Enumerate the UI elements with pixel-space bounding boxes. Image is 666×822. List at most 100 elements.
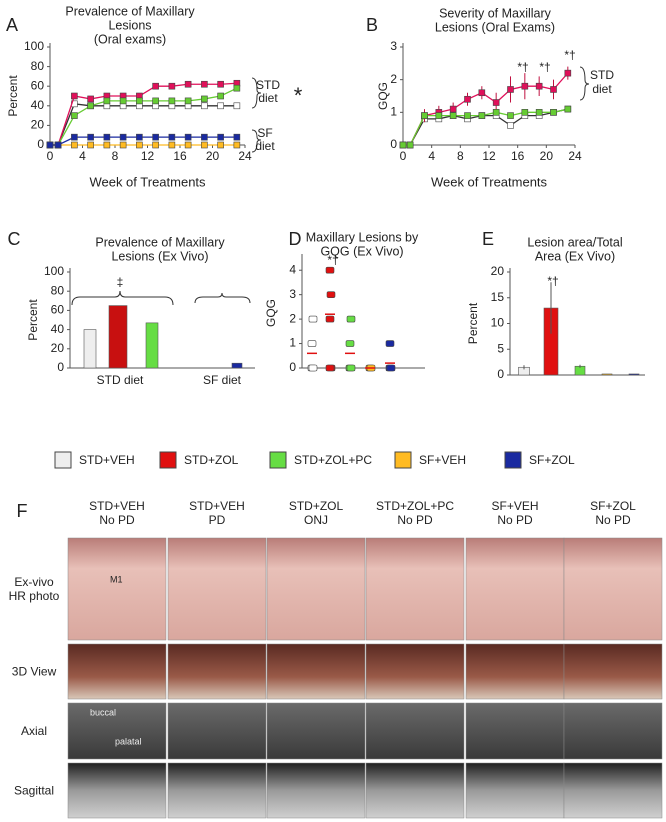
- y-tick-label: 20: [51, 341, 65, 355]
- brace: [71, 290, 174, 306]
- y-tick-label: 40: [51, 322, 65, 336]
- legend-swatch: [54, 451, 72, 469]
- x-axis-label: Week of Treatments: [431, 174, 548, 189]
- marker: [535, 109, 543, 116]
- x-tick-label: 4: [428, 149, 435, 163]
- image-tile: [465, 537, 565, 641]
- y-tick-label: 100: [44, 264, 64, 278]
- marker: [71, 133, 78, 141]
- x-tick-label: 4: [79, 149, 86, 163]
- column-header: SF+ZOL: [590, 499, 636, 513]
- marker: [449, 105, 457, 113]
- y-axis-label: Percent: [466, 302, 480, 344]
- y-tick-label: 20: [491, 264, 505, 278]
- legend-swatch: [394, 451, 412, 469]
- image-tile: [365, 762, 465, 819]
- image-tile: [266, 643, 366, 700]
- x-tick-label: 20: [206, 149, 220, 163]
- annotation: *†: [517, 60, 528, 74]
- x-tick-label: 12: [482, 149, 496, 163]
- brace: [579, 66, 590, 101]
- marker: [168, 97, 176, 105]
- point: [325, 315, 335, 323]
- y-tick-label: 80: [51, 283, 65, 297]
- marker: [71, 112, 78, 119]
- marker: [152, 97, 159, 105]
- column-header: STD+VEH: [189, 499, 245, 513]
- x-tick-label: 24: [568, 149, 582, 163]
- marker: [492, 99, 500, 106]
- marker: [399, 141, 407, 149]
- image-tile: [266, 537, 366, 641]
- y-tick-label: 2: [289, 311, 296, 325]
- marker: [103, 141, 111, 149]
- x-tick-label: 0: [400, 149, 407, 163]
- image-label: M1: [110, 574, 123, 584]
- y-tick-label: 0: [390, 137, 397, 151]
- y-tick-label: 100: [24, 39, 44, 53]
- marker: [521, 82, 529, 90]
- marker: [168, 133, 176, 141]
- marker: [184, 141, 192, 149]
- marker: [87, 102, 94, 110]
- braces: [71, 66, 590, 306]
- marker: [550, 109, 557, 116]
- marker: [217, 92, 224, 100]
- marker: [152, 141, 159, 149]
- y-tick-label: 0: [497, 367, 504, 381]
- chart-title: Severity of Maxillary: [439, 6, 552, 20]
- point: [325, 364, 335, 372]
- group-label: STD diet: [97, 373, 144, 387]
- row-label: HR photo: [9, 589, 60, 603]
- column-header: STD+ZOL: [289, 499, 344, 513]
- y-axis-label: GQG: [264, 299, 278, 327]
- marker: [233, 133, 241, 141]
- image-tile: [365, 537, 465, 641]
- marker: [421, 112, 428, 119]
- y-tick-label: 3: [289, 287, 296, 301]
- marker: [201, 95, 208, 103]
- y-tick-label: 0: [57, 360, 64, 374]
- x-axis-label: Week of Treatments: [89, 174, 206, 189]
- y-tick-label: 1: [289, 336, 296, 350]
- legend-label: SF+ZOL: [529, 453, 575, 467]
- marker: [201, 133, 208, 141]
- column-header: No PD: [397, 513, 433, 527]
- annotation: SF: [257, 126, 272, 140]
- image-tile: [465, 762, 565, 819]
- group-label: SF diet: [203, 373, 242, 387]
- image-tile: [266, 762, 366, 819]
- bar: [108, 305, 128, 369]
- marker: [507, 112, 514, 119]
- marker: [217, 102, 224, 110]
- chart-title: Prevalence of Maxillary: [65, 4, 195, 18]
- image-tile: [563, 702, 663, 760]
- marker: [217, 80, 224, 88]
- marker: [71, 141, 78, 149]
- legend-swatch: [159, 451, 177, 469]
- marker: [217, 141, 224, 149]
- marker: [71, 92, 78, 100]
- y-tick-label: 0: [37, 137, 44, 151]
- image-tile: [167, 702, 267, 760]
- column-header: PD: [209, 513, 226, 527]
- image-tile: [365, 702, 465, 760]
- x-tick-label: 20: [540, 149, 554, 163]
- image-tile: [465, 702, 565, 760]
- x-tick-label: 8: [457, 149, 464, 163]
- x-tick-label: 8: [112, 149, 119, 163]
- point: [307, 340, 317, 347]
- marker: [152, 82, 159, 90]
- y-tick-label: 60: [31, 78, 45, 92]
- bar: [628, 373, 640, 376]
- image-tile: [167, 537, 267, 641]
- chart-title: Lesions (Ex Vivo): [111, 249, 208, 263]
- marker: [521, 109, 529, 116]
- column-header: No PD: [595, 513, 631, 527]
- image-tile: [67, 702, 167, 760]
- annotation: *†: [327, 253, 338, 267]
- row-label: Axial: [21, 724, 47, 738]
- bar: [231, 362, 243, 369]
- marker: [233, 102, 241, 110]
